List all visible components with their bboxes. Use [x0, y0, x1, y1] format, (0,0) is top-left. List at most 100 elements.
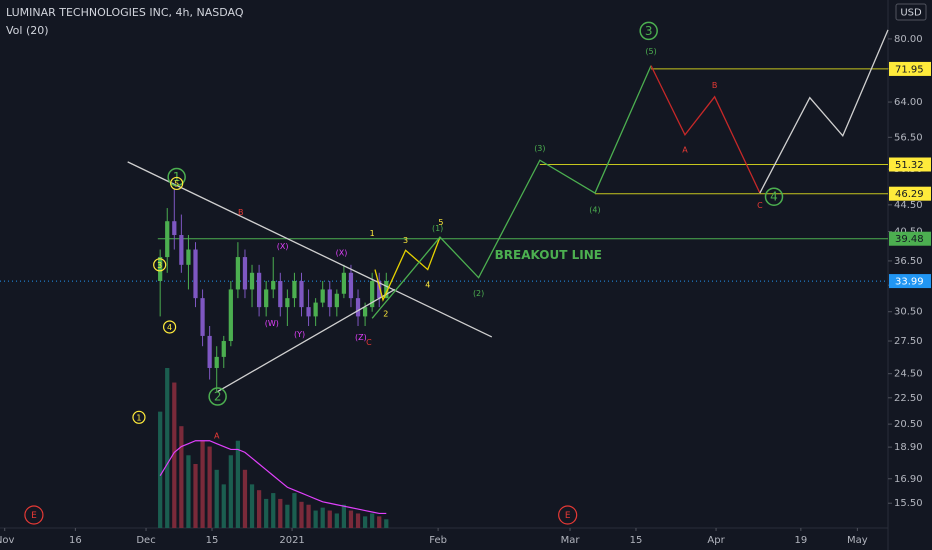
candle-body: [186, 249, 191, 265]
volume-bar: [186, 455, 191, 528]
y-tick-label: 20.50: [894, 419, 923, 430]
volume-bar: [200, 440, 205, 528]
volume-bar: [228, 455, 233, 528]
wave-circle: [639, 21, 658, 41]
currency[interactable]: USD: [900, 8, 922, 19]
wave-label: C: [366, 338, 372, 347]
wave-circle: [132, 410, 146, 424]
x-tick-label: 15: [630, 535, 643, 546]
volume-bar: [158, 411, 163, 528]
x-tick-label: May: [847, 535, 868, 546]
volume-bar: [264, 498, 269, 528]
candle-body: [377, 280, 382, 299]
wave-label: 5: [174, 179, 179, 188]
volume-bar: [193, 464, 198, 528]
volume-bar: [235, 440, 241, 528]
candle-body: [193, 249, 198, 299]
candle-body: [341, 272, 347, 294]
y-tick-label: 64.00: [894, 97, 923, 108]
candle-body: [179, 235, 184, 265]
y-tick-label: 27.50: [894, 336, 923, 347]
wave-label: (4): [589, 205, 600, 214]
y-tick-label: 36.50: [894, 256, 923, 267]
candle-body: [249, 272, 255, 290]
wave-label: 1: [370, 229, 375, 238]
x-tick-label: Nov: [0, 535, 15, 546]
wave-label: (5): [645, 47, 656, 56]
volume-bar: [221, 484, 226, 528]
candle-body: [285, 298, 290, 308]
event-label: E: [31, 511, 37, 521]
candle-body: [292, 280, 297, 299]
candle-body: [172, 221, 177, 236]
wave-label: (2): [473, 289, 484, 298]
x-tick-label: 16: [69, 535, 82, 546]
volume-bar: [313, 510, 318, 528]
candle-body: [355, 298, 361, 317]
candle-body: [384, 280, 389, 299]
volume-bar: [320, 507, 325, 528]
candle-body: [165, 221, 170, 258]
wave-label: 4: [425, 280, 430, 289]
candle-body: [299, 280, 304, 308]
volume-bar: [256, 490, 262, 528]
trend-line: [217, 288, 396, 393]
volume-bar: [249, 484, 255, 528]
candle-body: [228, 289, 233, 342]
volume-bar: [327, 510, 332, 528]
last-price-label: 33.99: [895, 277, 924, 288]
level-box: [889, 231, 931, 246]
wave-circle: [208, 387, 227, 406]
x-tick-label: Mar: [561, 535, 581, 546]
candle-body: [264, 289, 269, 308]
volume-bar: [271, 493, 276, 528]
candle-body: [256, 272, 262, 308]
volume-bar: [165, 368, 170, 528]
candle-body: [271, 280, 276, 290]
wave-label: A: [682, 146, 688, 155]
wave-circle: [167, 167, 186, 187]
volume-ma-line: [159, 440, 387, 515]
candle-body: [313, 302, 318, 317]
volume-bar: [384, 519, 389, 528]
y-tick-label: 24.50: [894, 369, 923, 380]
candle-body: [320, 289, 325, 303]
wave-label: 2: [383, 310, 388, 319]
y-tick-label: 44.50: [894, 200, 923, 211]
y-tick-label: 30.50: [894, 307, 923, 318]
wave-circle: [764, 187, 784, 206]
event-label: E: [565, 511, 571, 521]
level-box: [889, 157, 931, 172]
event-marker: [24, 505, 44, 525]
currency-box[interactable]: [895, 3, 927, 21]
wave-label: (X): [336, 249, 348, 258]
wave-label: 1: [136, 413, 141, 422]
trend-line: [127, 161, 493, 338]
last-price-box: [889, 274, 931, 289]
wave-label: B: [712, 81, 718, 90]
wave-label: (X): [277, 242, 289, 251]
x-tick-label: 19: [794, 535, 807, 546]
x-tick-label: Feb: [429, 535, 447, 546]
wave-label: 3: [403, 236, 408, 245]
level-label: 39.48: [895, 234, 924, 245]
volume-bar: [377, 516, 382, 528]
level-box: [889, 186, 931, 201]
volume-bar: [292, 493, 297, 528]
x-tick-label: Apr: [707, 535, 725, 546]
volume-bar: [362, 516, 368, 528]
wave-circle: [162, 320, 177, 334]
event-marker: [558, 505, 578, 525]
volume-bar: [306, 504, 311, 528]
wave-label: (3): [534, 144, 545, 153]
wave-label: 4: [167, 323, 172, 332]
trend-line: [650, 65, 761, 194]
candle-body: [362, 307, 368, 317]
y-tick-label: 56.50: [894, 132, 923, 143]
y-tick-label: 80.00: [894, 34, 923, 45]
wave-label: (Z): [355, 333, 367, 342]
level-label: 51.32: [895, 160, 924, 171]
wave-label: (Y): [294, 330, 305, 339]
volume-bar: [242, 469, 248, 528]
